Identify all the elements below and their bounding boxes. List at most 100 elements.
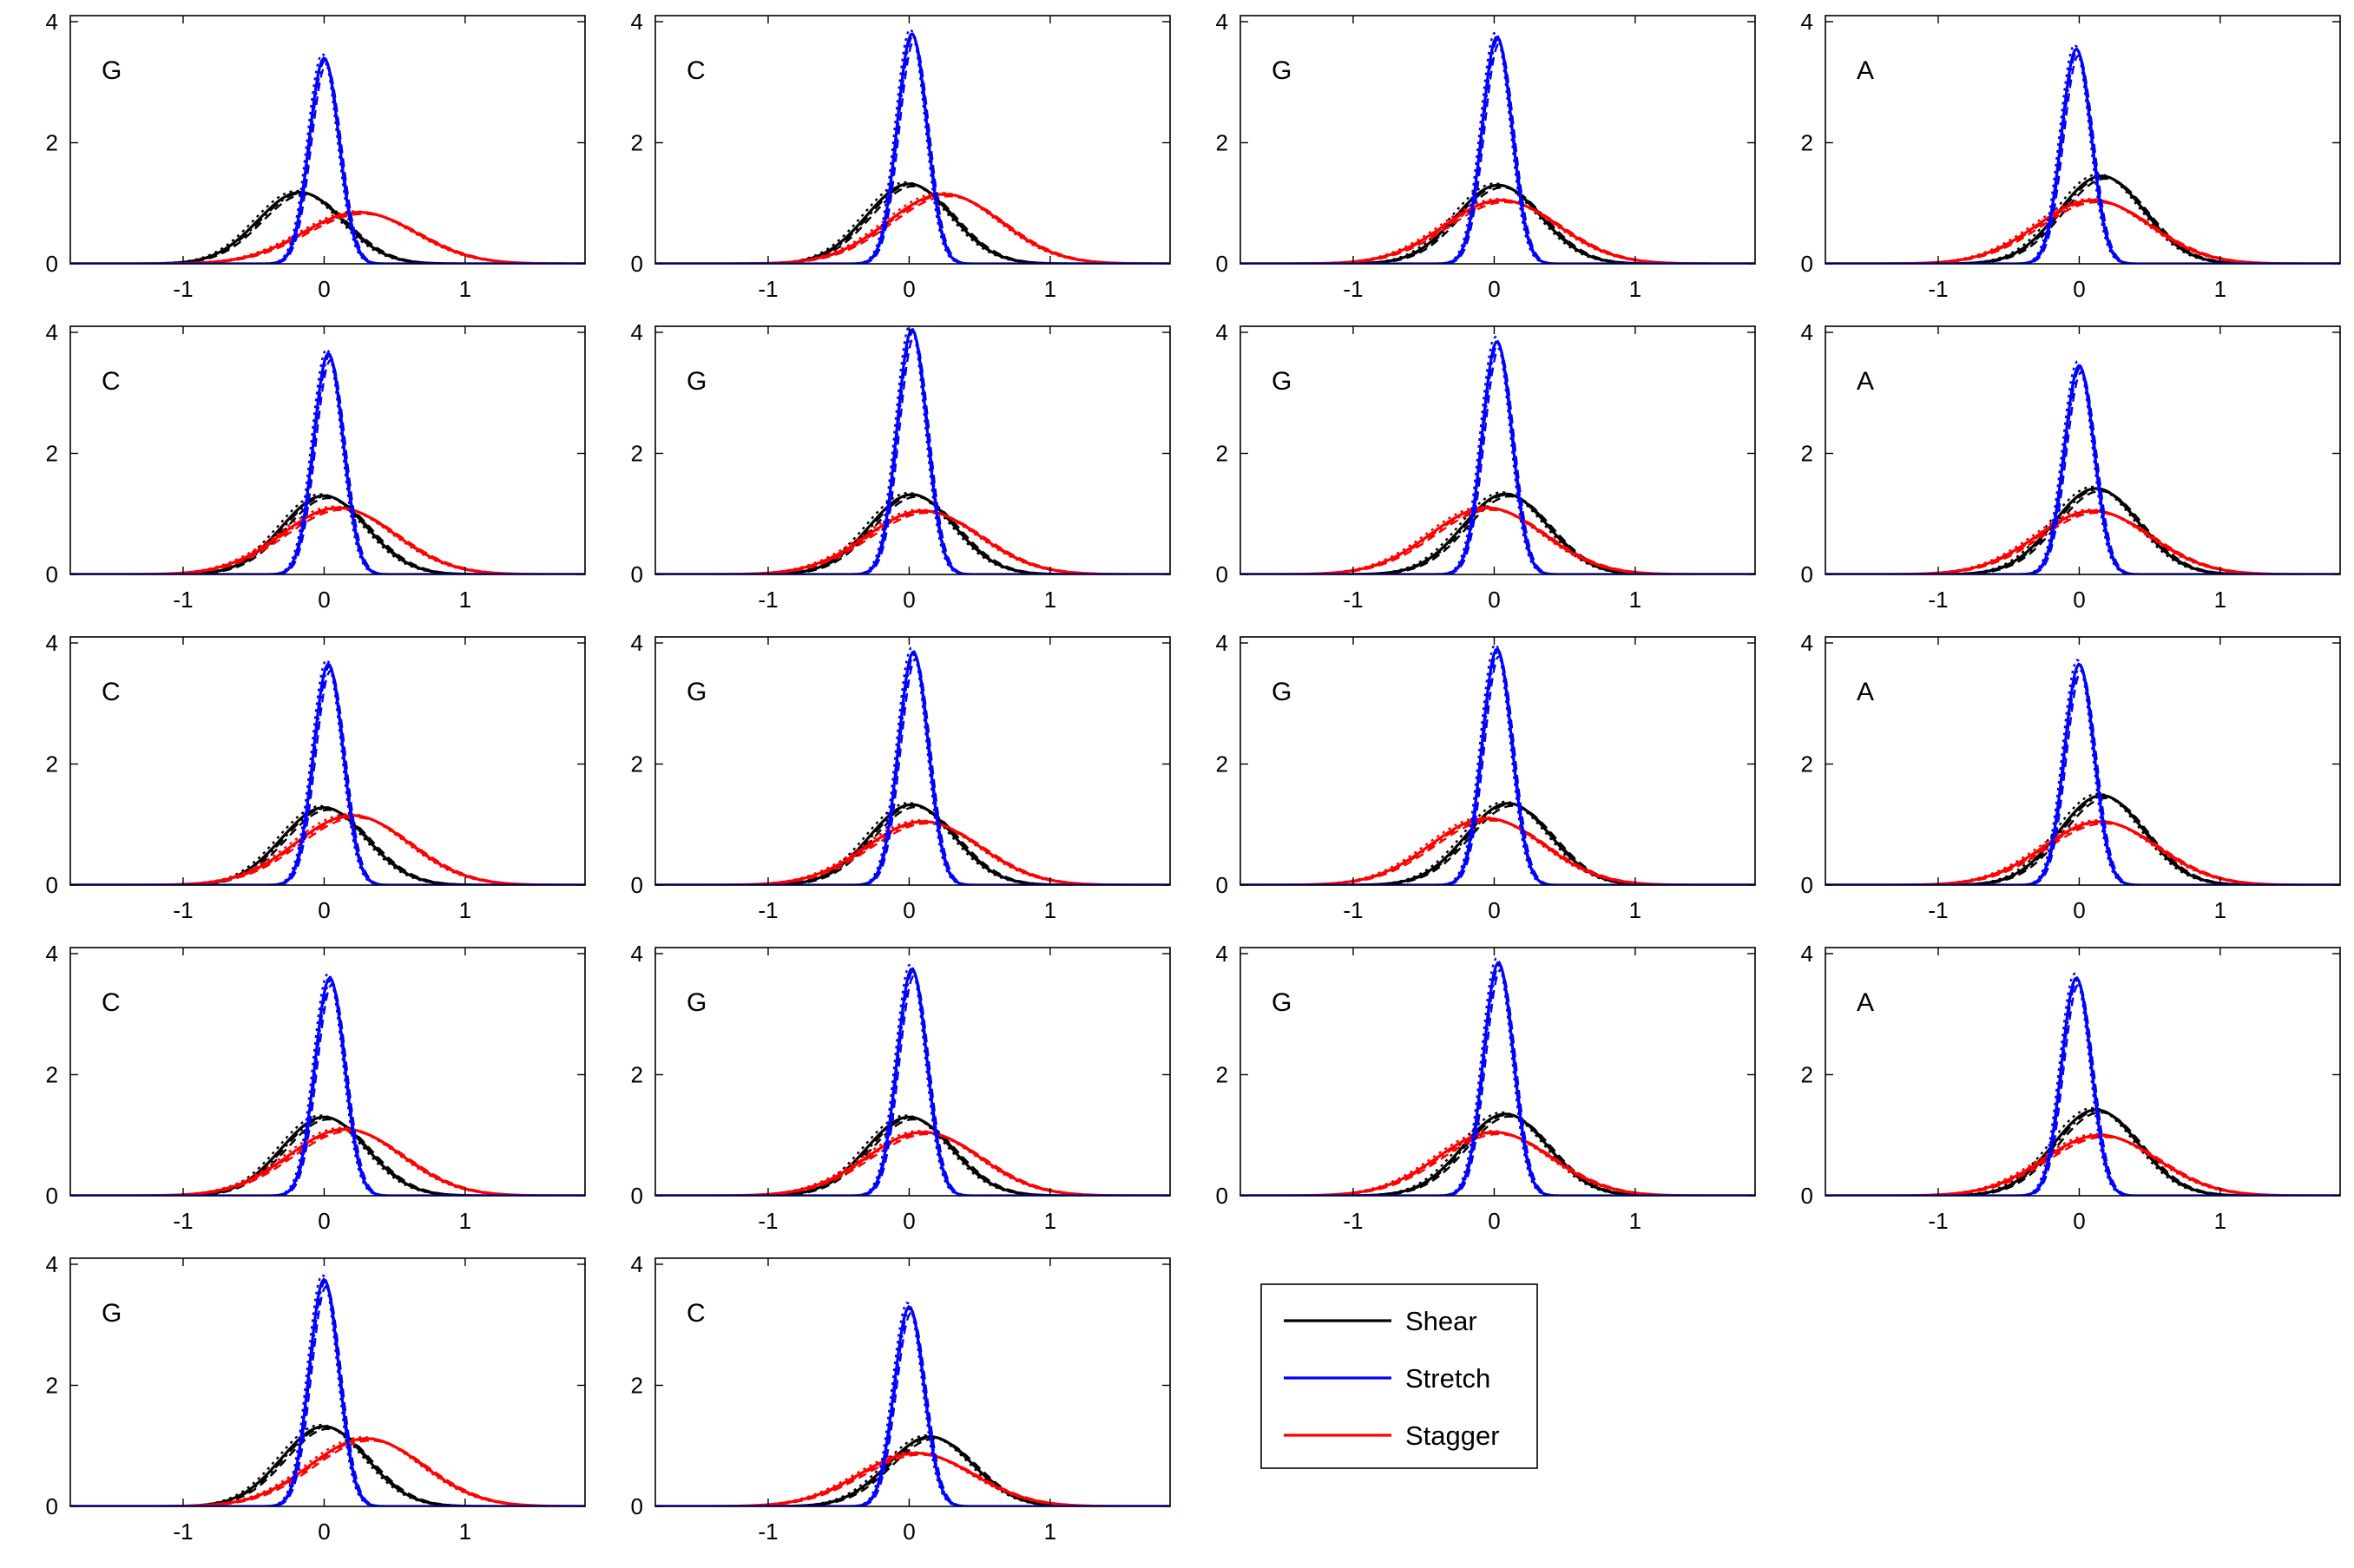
stagger-series-line [70,211,585,264]
stretch-series-line [70,975,585,1196]
stagger-series-line [1825,822,2340,885]
stretch-series-line [1825,43,2340,264]
panel-label: G [1272,367,1292,396]
x-tick-label: 1 [1629,587,1641,613]
panel-label: A [1857,678,1874,706]
y-tick-label: 4 [631,1251,643,1277]
stretch-series-line [70,62,585,264]
y-tick-label: 2 [1801,129,1813,155]
stretch-series-line [70,665,585,885]
x-tick-label: -1 [758,897,778,923]
stretch-series-line [655,658,1170,885]
stretch-series-line [70,670,585,885]
x-tick-label: -1 [173,1519,193,1545]
y-tick-label: 4 [1801,319,1813,345]
y-tick-label: 0 [46,1493,58,1519]
shear-series-line [655,182,1170,264]
panel-curves [1240,957,1755,1196]
y-tick-label: 0 [1216,872,1228,898]
stagger-series-line [70,1438,585,1506]
shear-series-line [655,803,1170,885]
stagger-series-line [70,815,585,885]
y-tick-label: 2 [631,751,643,777]
stagger-series-line [1825,1136,2340,1196]
legend-box [1260,1283,1538,1469]
panel-curves [1240,643,1755,885]
panel-13: -1 0 1 0 2 4 C [46,941,586,1234]
panel-label: G [687,367,707,396]
y-tick-label: 2 [46,1372,58,1398]
shear-series-line [1825,1108,2340,1196]
panel-17: -1 0 1 0 2 4 G [46,1251,586,1545]
stretch-series-line [1825,979,2340,1196]
stretch-series-line [655,327,1170,574]
panel-label: G [102,1299,122,1328]
panel-15: -1 0 1 0 2 4 G [1216,941,1756,1234]
stagger-series-line [1825,1133,2340,1196]
panel-3: -1 0 1 0 2 4 G [1216,9,1756,302]
stretch-series-line [655,969,1170,1196]
shear-series-line [1825,488,2340,574]
stagger-series-line [655,510,1170,574]
x-tick-label: 0 [2073,1208,2085,1234]
y-tick-label: 2 [46,129,58,155]
stagger-series-line [655,509,1170,574]
stretch-series-line [70,662,585,885]
y-tick-label: 4 [46,941,58,967]
stretch-series-line [1240,647,1755,885]
stretch-series-line [655,974,1170,1196]
panel-label: G [1272,56,1292,85]
axes-frame [1239,325,1756,575]
stagger-series-line [655,1132,1170,1196]
axes-frame [654,947,1171,1197]
stretch-series-line [1240,968,1755,1196]
panel-8: -1 0 1 0 2 4 A [1801,319,2341,613]
panel-6: -1 0 1 0 2 4 G [631,319,1171,613]
panel-11: -1 0 1 0 2 4 G [1216,630,1756,923]
shear-series-line [1240,804,1755,885]
stagger-series-line [1240,507,1755,574]
y-tick-label: 4 [1801,9,1813,35]
stagger-series-line [1240,817,1755,885]
x-tick-label: 1 [2214,276,2226,302]
shear-series-line [1240,1115,1755,1196]
stagger-series-line [70,507,585,574]
shear-series-line [1825,1111,2340,1196]
x-tick-label: 0 [903,276,915,302]
stretch-series-line [1240,654,1755,885]
stagger-series-line [70,1436,585,1506]
y-tick-label: 2 [1216,751,1228,777]
shear-series-line [655,1115,1170,1196]
stagger-series-line [70,506,585,574]
shear-series-line [1825,487,2340,574]
panel-curves [1240,30,1755,264]
panel-curves [70,52,585,264]
stagger-series-line [1825,198,2340,264]
x-tick-label: -1 [173,587,193,613]
stagger-series-line [1825,508,2340,574]
stretch-series-line [655,646,1170,885]
axes-frame [1825,947,2341,1197]
shear-series-line [1240,802,1755,885]
axes-frame [1239,15,1756,265]
x-tick-label: 1 [1044,1519,1056,1545]
stagger-series-line [70,1130,585,1196]
y-tick-label: 4 [631,9,643,35]
y-tick-label: 2 [1216,129,1228,155]
stagger-series-line [1825,200,2340,264]
y-tick-label: 4 [46,9,58,35]
x-tick-label: -1 [1343,276,1363,302]
stretch-series-line [70,972,585,1196]
y-tick-label: 2 [46,1061,58,1087]
stretch-series-line [1240,961,1755,1196]
stagger-series-line [1825,821,2340,885]
axes-frame [654,636,1171,886]
y-tick-label: 4 [46,630,58,656]
stretch-series-line [1240,347,1755,574]
x-tick-label: 1 [459,897,471,923]
legend-label-shear: Shear [1405,1306,1477,1336]
y-tick-label: 0 [631,561,643,587]
panel-label: G [1272,678,1292,706]
y-tick-label: 4 [46,319,58,345]
axes-frame [1825,15,2341,265]
